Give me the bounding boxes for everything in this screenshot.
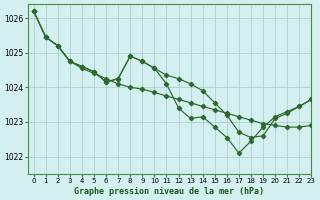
- X-axis label: Graphe pression niveau de la mer (hPa): Graphe pression niveau de la mer (hPa): [75, 187, 265, 196]
